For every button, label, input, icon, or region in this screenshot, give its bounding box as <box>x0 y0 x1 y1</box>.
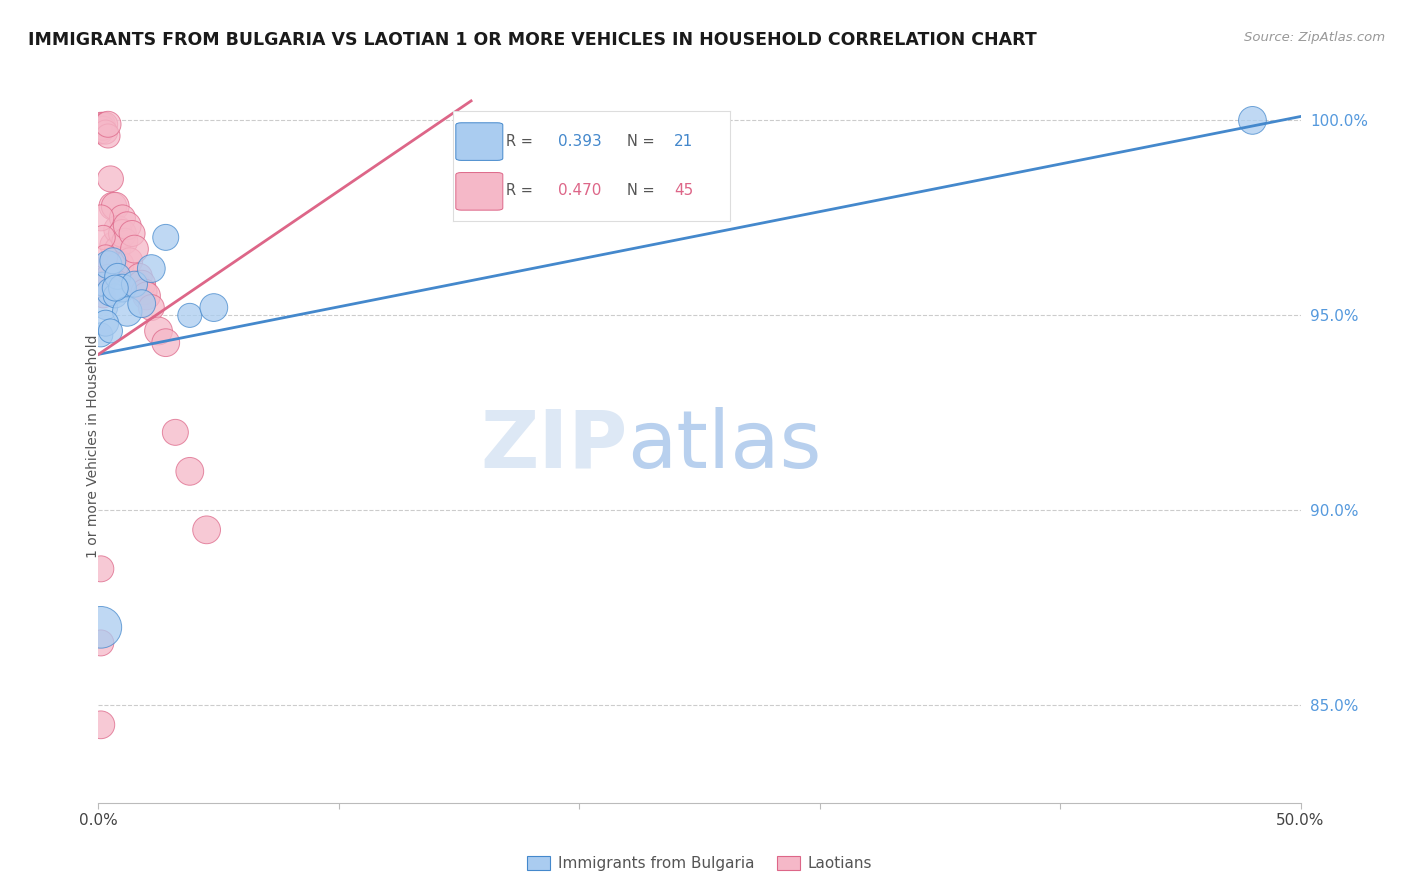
Point <box>91 289 114 303</box>
Text: IMMIGRANTS FROM BULGARIA VS LAOTIAN 1 OR MORE VEHICLES IN HOUSEHOLD CORRELATION : IMMIGRANTS FROM BULGARIA VS LAOTIAN 1 OR… <box>28 31 1036 49</box>
Point <box>179 464 201 478</box>
Point <box>94 301 117 315</box>
Point <box>100 258 122 272</box>
Point <box>135 289 157 303</box>
Point <box>91 117 114 131</box>
Point <box>132 285 155 299</box>
Point <box>125 277 148 292</box>
Point <box>101 253 124 268</box>
Point <box>131 277 153 292</box>
Point <box>90 125 112 139</box>
Point <box>195 523 218 537</box>
Point <box>131 296 153 310</box>
Point <box>165 425 187 440</box>
Legend: Immigrants from Bulgaria, Laotians: Immigrants from Bulgaria, Laotians <box>520 850 879 877</box>
Point <box>107 269 129 284</box>
Point <box>91 277 114 292</box>
Point <box>90 636 112 650</box>
Point <box>104 253 127 268</box>
Point <box>104 281 127 295</box>
Point <box>1241 113 1264 128</box>
Point <box>97 128 120 143</box>
Point <box>94 250 117 264</box>
Point <box>97 269 120 284</box>
Point <box>94 316 117 330</box>
Point <box>124 277 146 292</box>
Point <box>90 562 112 576</box>
Point <box>104 199 127 213</box>
Point <box>94 117 117 131</box>
Text: ZIP: ZIP <box>479 407 627 485</box>
Point <box>141 261 163 276</box>
Point <box>114 234 136 248</box>
Point <box>179 309 201 323</box>
Point <box>117 304 139 318</box>
Y-axis label: 1 or more Vehicles in Household: 1 or more Vehicles in Household <box>86 334 100 558</box>
Point <box>155 230 177 244</box>
Point <box>90 327 112 342</box>
Point <box>97 258 120 272</box>
Point <box>101 199 124 213</box>
Point <box>118 253 141 268</box>
Text: atlas: atlas <box>627 407 821 485</box>
Point <box>97 117 120 131</box>
Point <box>124 242 146 256</box>
Point <box>90 277 112 292</box>
Point <box>121 227 143 241</box>
Point <box>90 211 112 225</box>
Point <box>111 211 134 225</box>
Point <box>148 324 170 338</box>
Point <box>104 289 127 303</box>
Point <box>90 121 112 136</box>
Point <box>128 269 150 284</box>
Point <box>101 238 124 252</box>
Point <box>91 230 114 244</box>
Point <box>117 219 139 233</box>
Point <box>202 301 225 315</box>
Point <box>90 620 112 634</box>
Point <box>107 222 129 236</box>
Point <box>155 335 177 350</box>
Point <box>90 117 112 131</box>
Point <box>111 227 134 241</box>
Point <box>100 172 122 186</box>
Point <box>91 121 114 136</box>
Point <box>141 301 163 315</box>
Point <box>100 324 122 338</box>
Point <box>94 125 117 139</box>
Point <box>107 242 129 256</box>
Text: Source: ZipAtlas.com: Source: ZipAtlas.com <box>1244 31 1385 45</box>
Point <box>100 285 122 299</box>
Point <box>90 718 112 732</box>
Point <box>108 258 131 272</box>
Point <box>111 281 134 295</box>
